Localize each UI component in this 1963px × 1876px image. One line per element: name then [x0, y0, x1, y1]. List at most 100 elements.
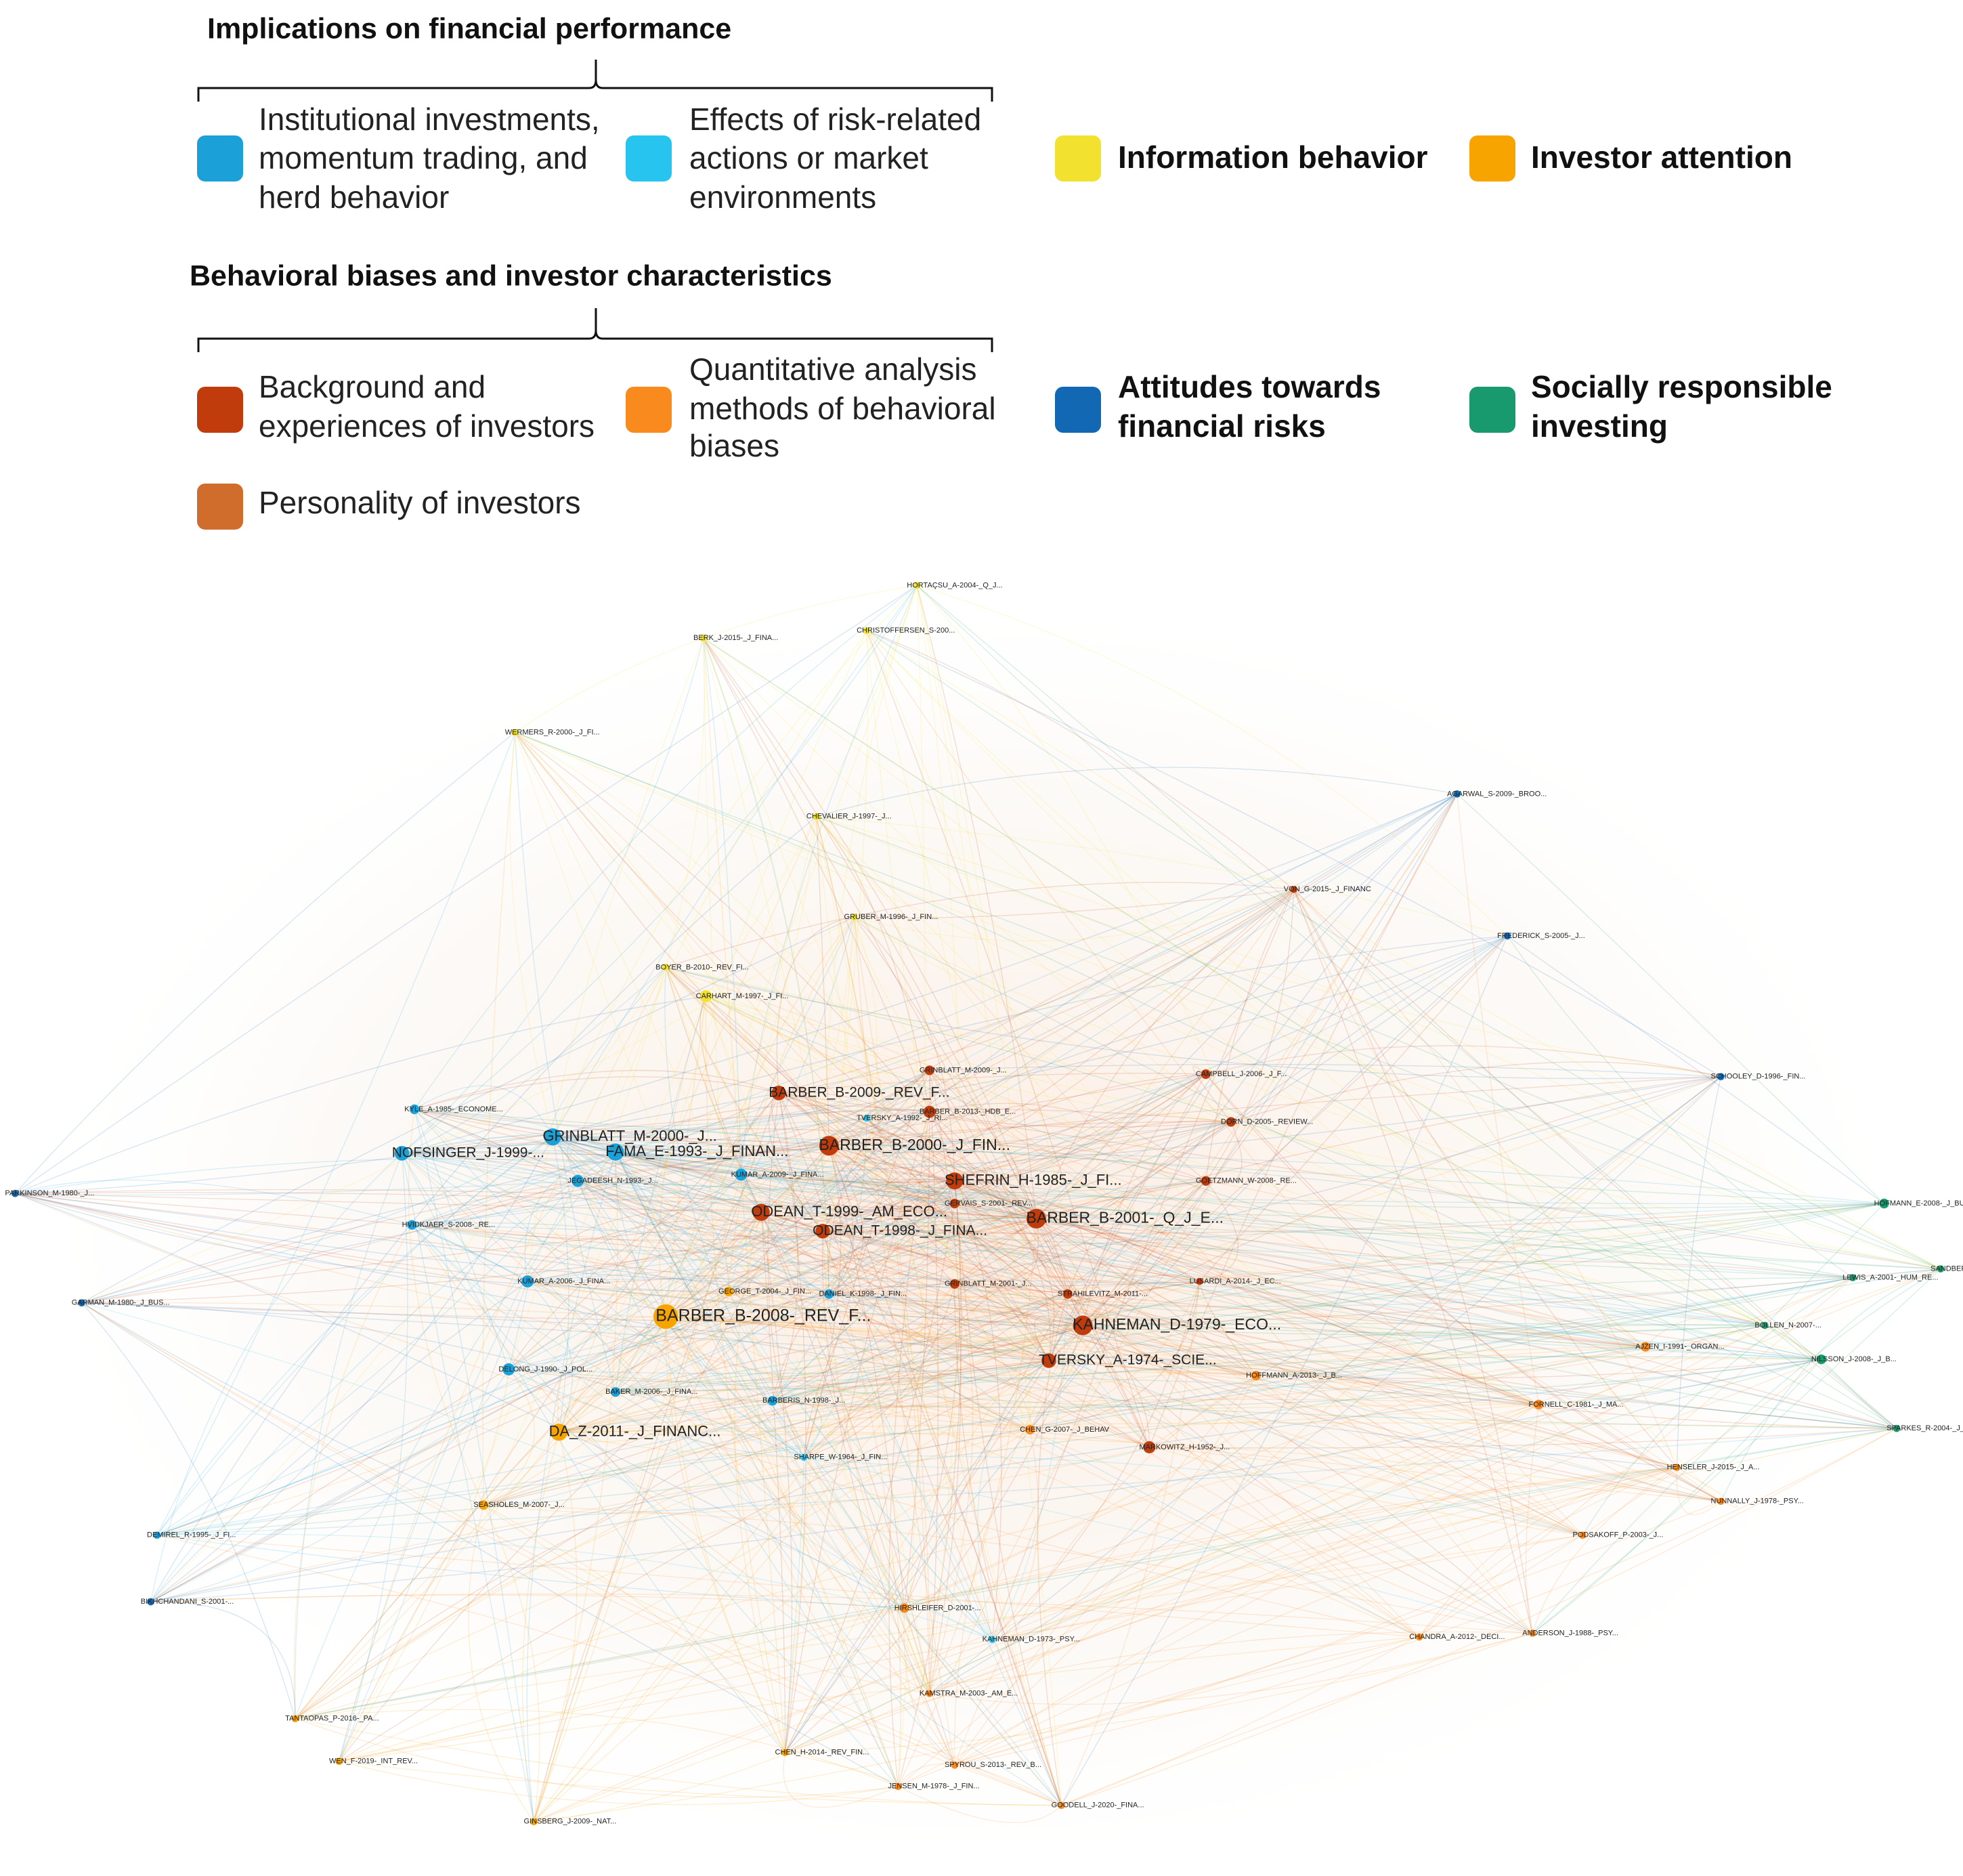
- node-label: CHRISTOFFERSEN_S-200...: [857, 626, 955, 635]
- edge: [740, 585, 918, 1175]
- edge: [15, 1180, 578, 1196]
- edge: [1507, 935, 1884, 1204]
- node-label: AGARWAL_S-2009-_BROO...: [1447, 790, 1547, 798]
- edge: [728, 1291, 955, 1766]
- edge: [665, 1291, 729, 1342]
- edge: [527, 1218, 1037, 1283]
- edge: [295, 1180, 1207, 1720]
- legend-label: Quantitative analysis: [689, 351, 976, 387]
- node-label: CHANDRA_A-2012-_DECI...: [1409, 1633, 1505, 1641]
- node: [1452, 790, 1461, 798]
- node-label: DANIEL_K-1998-_J_FIN...: [819, 1290, 907, 1298]
- edge: [150, 1593, 1533, 1634]
- node: [335, 1757, 343, 1766]
- legend-label: Socially responsible: [1531, 369, 1832, 404]
- node: [478, 1499, 490, 1511]
- node-label: BAKER_M-2006-_J_FINA...: [605, 1388, 697, 1396]
- edge: [741, 1174, 1050, 1361]
- edge: [295, 1457, 804, 1720]
- edge: [402, 1135, 616, 1154]
- edge: [897, 793, 1458, 1787]
- node-label: SPYROU_S-2013-_REV_B...: [945, 1761, 1041, 1769]
- edge: [1067, 1121, 1232, 1294]
- edge: [521, 1432, 560, 1822]
- edge: [414, 1109, 553, 1147]
- edge: [1036, 1218, 1539, 1405]
- edge: [553, 1136, 1037, 1220]
- edge: [1082, 1325, 1897, 1429]
- edge: [761, 1121, 1232, 1213]
- node: [752, 1203, 771, 1222]
- node-label: NUNNALLY_J-1978-_PSY...: [1711, 1497, 1804, 1506]
- edge: [665, 1070, 930, 1317]
- edge: [778, 1092, 1062, 1806]
- edge: [954, 1180, 1062, 1806]
- edge: [293, 1224, 413, 1719]
- edge: [665, 1316, 804, 1458]
- edge: [15, 1092, 779, 1194]
- edge: [412, 1224, 528, 1282]
- edge: [468, 1505, 534, 1822]
- edge: [412, 1145, 829, 1226]
- edge: [929, 1076, 1721, 1694]
- edge: [1061, 1359, 1822, 1806]
- edge: [804, 1455, 1583, 1536]
- bracket: [197, 60, 993, 102]
- edge: [15, 1193, 1083, 1326]
- edge: [816, 816, 1508, 937]
- edge: [866, 630, 1822, 1360]
- edge: [954, 1428, 1897, 1766]
- edge: [803, 1180, 955, 1457]
- node: [1717, 1072, 1725, 1081]
- edge: [1205, 889, 1295, 1182]
- edge: [772, 1293, 1068, 1401]
- edge: [822, 1231, 1050, 1361]
- edge: [527, 1281, 1539, 1405]
- node: [521, 1275, 534, 1288]
- edge: [615, 1069, 930, 1153]
- edge: [929, 1359, 1822, 1694]
- edge: [1060, 935, 1508, 1806]
- node: [393, 1145, 410, 1161]
- edge: [81, 1302, 484, 1506]
- edge: [853, 917, 955, 1766]
- edge: [577, 638, 705, 1182]
- edge: [666, 1121, 1232, 1317]
- edge: [615, 1109, 930, 1153]
- edge: [954, 1121, 1231, 1182]
- edge: [664, 967, 773, 1401]
- edge: [749, 1212, 823, 1250]
- edge: [1048, 1073, 1207, 1361]
- node-label: BARBERIS_N-1998-_J...: [762, 1397, 845, 1405]
- edge: [577, 1180, 1062, 1806]
- edge: [412, 793, 1458, 1226]
- edge: [816, 816, 1533, 1634]
- edge: [829, 1145, 1583, 1536]
- edge: [665, 882, 1294, 968]
- edge: [703, 637, 1232, 1123]
- edge: [703, 638, 829, 1294]
- node-label: HIRSHLEIFER_D-2001-...: [894, 1604, 981, 1612]
- edge: [803, 1121, 1232, 1458]
- edge: [559, 1432, 804, 1458]
- node: [899, 1602, 910, 1614]
- node-label: LEWIS_A-2001-_HUM_RE...: [1842, 1273, 1938, 1281]
- edge: [829, 1293, 1083, 1326]
- edge: [552, 935, 1508, 1138]
- edge: [665, 1316, 1420, 1638]
- edge: [665, 1069, 930, 1317]
- edge: [866, 889, 1294, 1119]
- node-label: NOFSINGER_J-1999-...: [392, 1145, 544, 1160]
- edge: [559, 1404, 1539, 1433]
- edge: [1507, 935, 1853, 1279]
- edge: [1030, 1281, 1201, 1430]
- edge: [515, 731, 955, 1182]
- edge: [929, 1069, 1583, 1536]
- edge: [866, 630, 1583, 1536]
- edge: [829, 1293, 1821, 1360]
- edge: [740, 1174, 993, 1640]
- edge: [1538, 1359, 1821, 1405]
- edge: [527, 1281, 1765, 1336]
- edge: [150, 1359, 1821, 1602]
- edge: [156, 1346, 1646, 1536]
